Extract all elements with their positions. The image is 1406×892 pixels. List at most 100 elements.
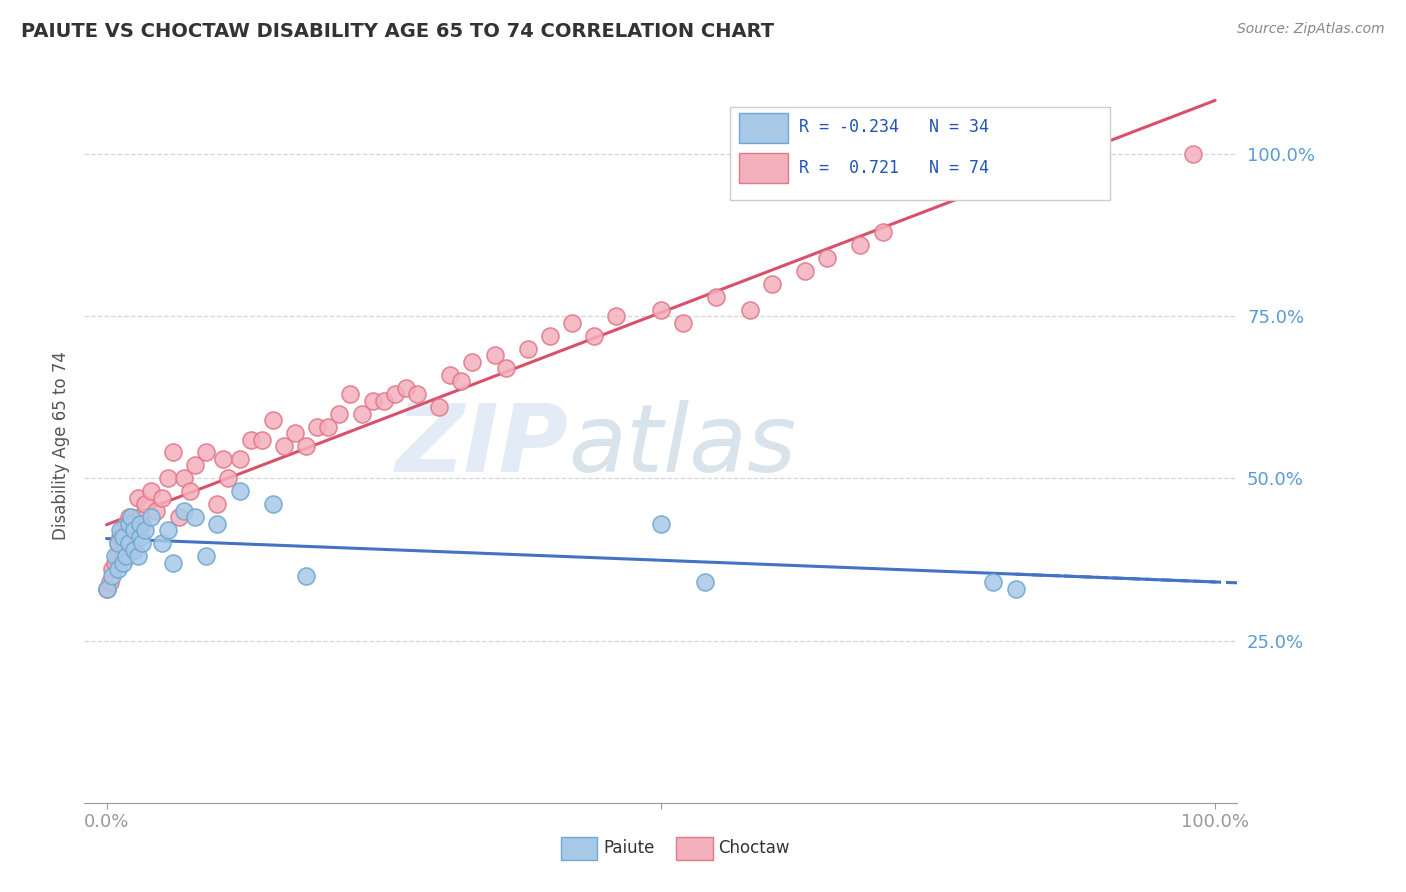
Point [112, 524, 135, 538]
Point [96, 582, 118, 596]
Point [195, 549, 218, 564]
Point [295, 439, 318, 453]
Point [184, 458, 207, 473]
Point [1004, 582, 1026, 596]
Point [983, 575, 1005, 590]
Point [131, 536, 153, 550]
Point [1026, 160, 1049, 174]
Point [207, 516, 229, 531]
Point [107, 536, 129, 550]
Point [328, 407, 350, 421]
Point [605, 310, 627, 324]
Text: PAIUTE VS CHOCTAW DISABILITY AGE 65 TO 74 CORRELATION CHART: PAIUTE VS CHOCTAW DISABILITY AGE 65 TO 7… [21, 22, 775, 41]
FancyBboxPatch shape [740, 112, 787, 143]
Point [128, 530, 150, 544]
Point [439, 368, 461, 382]
Point [849, 238, 872, 252]
Point [122, 524, 145, 538]
Point [650, 516, 672, 531]
Point [1049, 179, 1071, 194]
Point [127, 549, 149, 564]
Point [427, 400, 450, 414]
Point [145, 504, 167, 518]
Point [228, 452, 250, 467]
Point [156, 471, 179, 485]
Point [128, 510, 150, 524]
Point [128, 516, 150, 531]
Point [307, 419, 329, 434]
FancyBboxPatch shape [740, 153, 787, 184]
Point [128, 530, 150, 544]
Point [101, 568, 124, 582]
Point [295, 568, 318, 582]
Point [127, 491, 149, 505]
Point [150, 536, 173, 550]
Point [484, 348, 506, 362]
Point [262, 413, 284, 427]
Point [695, 575, 717, 590]
Point [101, 562, 124, 576]
Point [384, 387, 406, 401]
Point [361, 393, 384, 408]
Point [761, 277, 783, 291]
Point [122, 516, 145, 531]
Point [872, 225, 894, 239]
Point [350, 407, 373, 421]
Point [118, 536, 141, 550]
Point [107, 549, 129, 564]
Point [450, 374, 472, 388]
Point [672, 316, 695, 330]
Point [98, 575, 121, 590]
Point [1181, 147, 1204, 161]
Text: R =  0.721   N = 74: R = 0.721 N = 74 [799, 159, 990, 177]
Point [122, 542, 145, 557]
Y-axis label: Disability Age 65 to 74: Disability Age 65 to 74 [52, 351, 70, 541]
Point [108, 530, 131, 544]
Point [738, 302, 761, 317]
Point [112, 530, 135, 544]
Point [122, 542, 145, 557]
Point [218, 471, 240, 485]
Point [134, 524, 156, 538]
Point [118, 516, 141, 531]
Point [184, 510, 207, 524]
Point [112, 549, 135, 564]
Point [250, 433, 273, 447]
Point [104, 549, 127, 564]
Point [107, 536, 129, 550]
Point [173, 504, 195, 518]
FancyBboxPatch shape [730, 107, 1111, 200]
Point [538, 328, 561, 343]
Point [139, 510, 162, 524]
Point [115, 516, 138, 531]
FancyBboxPatch shape [676, 837, 713, 860]
Point [134, 497, 156, 511]
Text: Paiute: Paiute [603, 839, 655, 857]
Text: R = -0.234   N = 34: R = -0.234 N = 34 [799, 118, 990, 136]
Point [273, 439, 295, 453]
Point [495, 361, 517, 376]
Point [179, 484, 201, 499]
Point [108, 524, 131, 538]
Point [162, 445, 184, 459]
Point [120, 524, 142, 538]
Point [561, 316, 583, 330]
Point [118, 510, 141, 524]
Point [162, 556, 184, 570]
Point [339, 387, 361, 401]
Point [139, 484, 162, 499]
Point [118, 536, 141, 550]
Point [815, 251, 838, 265]
Point [239, 433, 262, 447]
Point [115, 549, 138, 564]
Point [704, 290, 727, 304]
Text: Source: ZipAtlas.com: Source: ZipAtlas.com [1237, 22, 1385, 37]
Point [583, 328, 606, 343]
Point [107, 562, 129, 576]
Point [373, 393, 395, 408]
Point [150, 491, 173, 505]
Point [104, 556, 127, 570]
Text: ZIP: ZIP [395, 400, 568, 492]
Point [195, 445, 218, 459]
Point [395, 381, 418, 395]
